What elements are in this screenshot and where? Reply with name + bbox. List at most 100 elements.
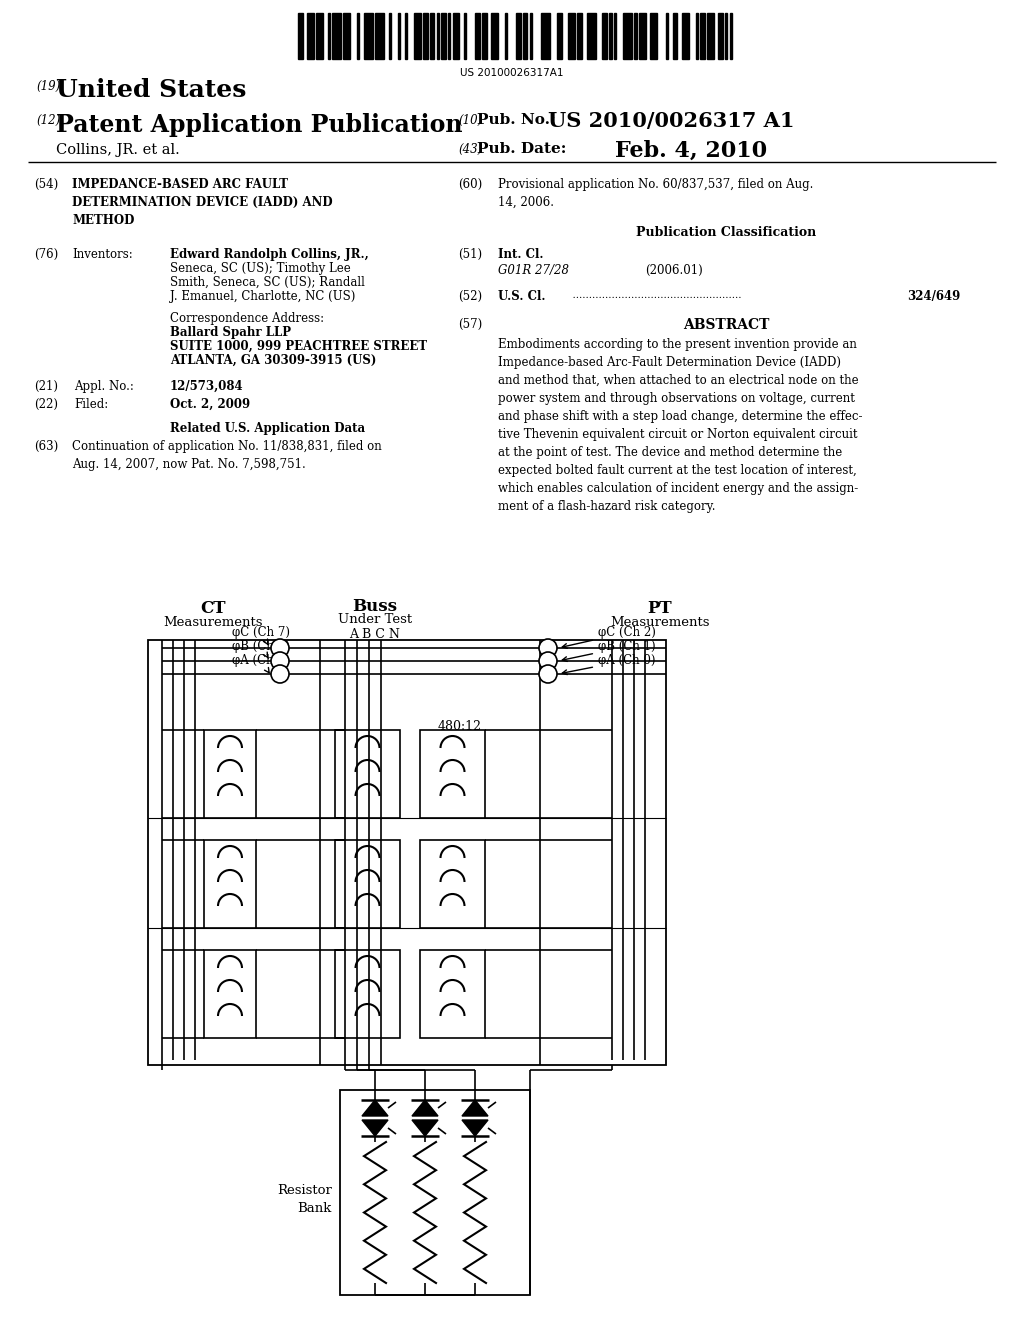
Circle shape (539, 652, 557, 671)
Bar (609, 13, 611, 59)
Text: (10): (10) (458, 114, 482, 127)
Text: (43): (43) (458, 143, 482, 156)
Text: Provisional application No. 60/837,537, filed on Aug.
14, 2006.: Provisional application No. 60/837,537, … (498, 178, 813, 209)
Text: Publication Classification: Publication Classification (636, 226, 816, 239)
Bar (719, 13, 723, 59)
Bar (634, 13, 637, 59)
Text: Measurements: Measurements (163, 616, 263, 630)
Circle shape (271, 665, 289, 682)
Text: CT: CT (201, 601, 225, 616)
Circle shape (271, 652, 289, 671)
Text: Pub. Date:: Pub. Date: (477, 143, 566, 156)
Text: Embodiments according to the present invention provide an
Impedance-based Arc-Fa: Embodiments according to the present inv… (498, 338, 862, 513)
Text: SUITE 1000, 999 PEACHTREE STREET: SUITE 1000, 999 PEACHTREE STREET (170, 341, 427, 352)
Text: (57): (57) (458, 318, 482, 331)
Bar (436, 13, 439, 59)
Text: φB (Ch 1): φB (Ch 1) (562, 640, 655, 661)
Text: Feb. 4, 2010: Feb. 4, 2010 (615, 140, 767, 162)
Text: (21): (21) (34, 380, 58, 393)
Polygon shape (362, 1100, 388, 1115)
Bar (602, 13, 607, 59)
Text: (12): (12) (36, 114, 60, 127)
Text: PT: PT (648, 601, 673, 616)
Text: φA (Ch 4): φA (Ch 4) (232, 653, 290, 673)
Text: (51): (51) (458, 248, 482, 261)
Bar (695, 13, 698, 59)
Bar (340, 1090, 530, 1295)
Text: Edward Randolph Collins, JR.,: Edward Randolph Collins, JR., (170, 248, 369, 261)
Text: J. Emanuel, Charlotte, NC (US): J. Emanuel, Charlotte, NC (US) (170, 290, 355, 304)
Text: (52): (52) (458, 290, 482, 304)
Bar (453, 13, 460, 59)
Bar (673, 13, 678, 59)
Text: US 2010/0026317 A1: US 2010/0026317 A1 (548, 111, 795, 131)
Circle shape (539, 639, 557, 657)
Text: Appl. No.:: Appl. No.: (74, 380, 134, 393)
Text: φA (Ch 0): φA (Ch 0) (562, 653, 655, 675)
Bar (523, 13, 527, 59)
Bar (475, 13, 480, 59)
Text: A B C N: A B C N (349, 628, 400, 642)
Text: Ballard Spahr LLP: Ballard Spahr LLP (170, 326, 291, 339)
Bar (623, 13, 632, 59)
Bar (420, 840, 485, 928)
Text: Seneca, SC (US); Timothy Lee: Seneca, SC (US); Timothy Lee (170, 261, 351, 275)
Text: Collins, JR. et al.: Collins, JR. et al. (56, 143, 180, 157)
Bar (700, 13, 705, 59)
Polygon shape (412, 1119, 438, 1137)
Bar (423, 13, 427, 59)
Text: φC (Ch 7): φC (Ch 7) (232, 626, 290, 644)
Bar (482, 13, 486, 59)
Bar (204, 840, 256, 928)
Text: U.S. Cl.: U.S. Cl. (498, 290, 546, 304)
Bar (414, 13, 421, 59)
Bar (578, 13, 582, 59)
Bar (335, 730, 400, 818)
Bar (364, 13, 373, 59)
Text: Pub. No.:: Pub. No.: (477, 114, 556, 127)
Text: ATLANTA, GA 30309-3915 (US): ATLANTA, GA 30309-3915 (US) (170, 354, 377, 367)
Bar (541, 13, 550, 59)
Bar (307, 13, 314, 59)
Bar (332, 13, 341, 59)
Text: US 20100026317A1: US 20100026317A1 (460, 69, 564, 78)
Circle shape (539, 665, 557, 682)
Text: ....................................................: ........................................… (566, 290, 741, 300)
Text: 324/649: 324/649 (906, 290, 961, 304)
Bar (516, 13, 520, 59)
Text: Measurements: Measurements (610, 616, 710, 630)
Bar (529, 13, 532, 59)
Bar (204, 730, 256, 818)
Text: Under Test: Under Test (338, 612, 412, 626)
Bar (568, 13, 575, 59)
Bar (316, 13, 323, 59)
Text: Filed:: Filed: (74, 399, 109, 411)
Bar (666, 13, 669, 59)
Text: Correspondence Address:: Correspondence Address: (170, 312, 325, 325)
Text: (2006.01): (2006.01) (645, 264, 702, 277)
Bar (557, 13, 561, 59)
Bar (389, 13, 391, 59)
Text: 12/573,084: 12/573,084 (170, 380, 244, 393)
Bar (441, 13, 445, 59)
Polygon shape (462, 1119, 488, 1137)
Text: IMPEDANCE-BASED ARC FAULT
DETERMINATION DEVICE (IADD) AND
METHOD: IMPEDANCE-BASED ARC FAULT DETERMINATION … (72, 178, 333, 227)
Bar (492, 13, 498, 59)
Bar (375, 13, 384, 59)
Bar (420, 730, 485, 818)
Bar (404, 13, 408, 59)
Bar (587, 13, 596, 59)
Bar (398, 13, 400, 59)
Circle shape (271, 639, 289, 657)
Bar (148, 640, 666, 1065)
Polygon shape (362, 1119, 388, 1137)
Bar (730, 13, 732, 59)
Text: Patent Application Publication: Patent Application Publication (56, 114, 463, 137)
Text: United States: United States (56, 78, 247, 102)
Text: (22): (22) (34, 399, 58, 411)
Text: 480:12: 480:12 (438, 719, 482, 733)
Text: (63): (63) (34, 440, 58, 453)
Text: Buss: Buss (352, 598, 397, 615)
Text: (60): (60) (458, 178, 482, 191)
Bar (335, 840, 400, 928)
